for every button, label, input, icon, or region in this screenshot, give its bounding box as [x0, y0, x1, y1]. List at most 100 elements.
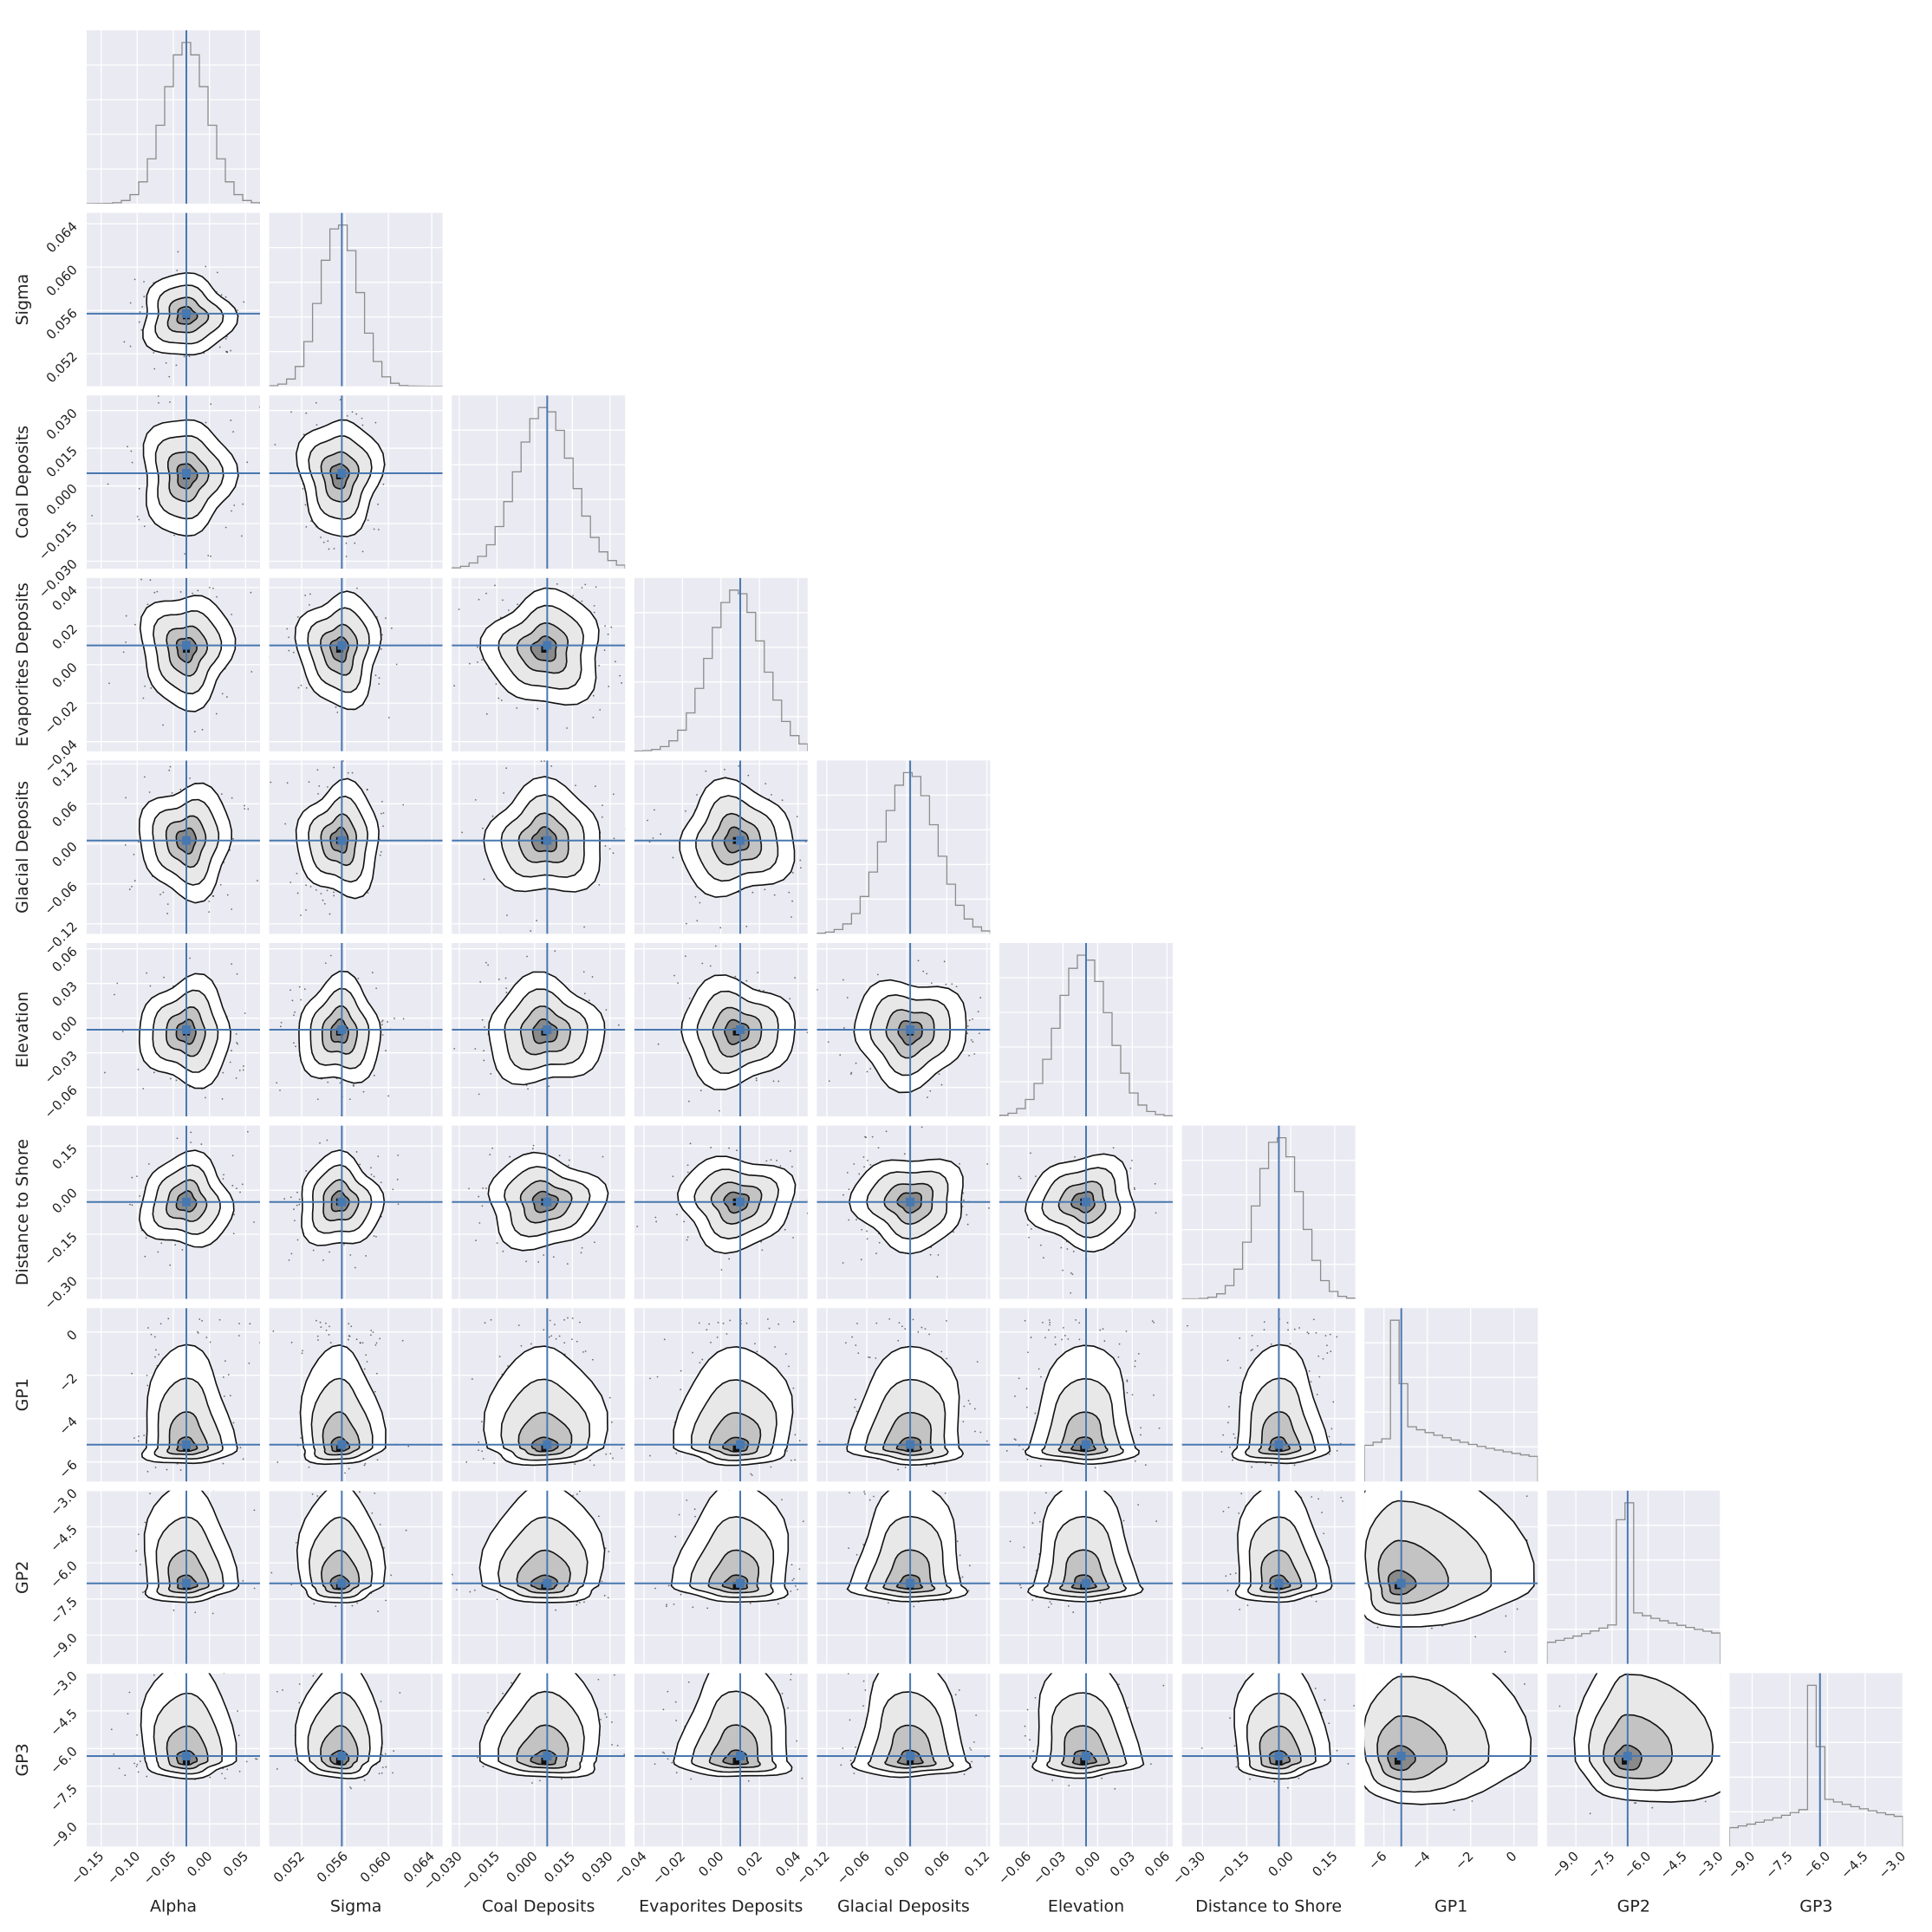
x-tick-label: −6	[1365, 1849, 1389, 1873]
x-axis-label: GP2	[1617, 1896, 1650, 1916]
x-tick-label: −9.0	[1548, 1849, 1581, 1882]
x-tick-labels: −0.15−0.10−0.05 0.00 0.05 0.052 0.056 0.060 0.…	[68, 1849, 1909, 1894]
truth-marker	[337, 836, 347, 845]
truth-marker	[1274, 1440, 1284, 1449]
y-axis-label: Glacial Deposits	[13, 781, 32, 914]
y-axis-label: Distance to Shore	[13, 1139, 32, 1285]
panel-3-0	[87, 577, 260, 751]
truth-marker	[906, 1025, 915, 1034]
x-tick-label: 0.05	[220, 1849, 251, 1880]
density-peak	[732, 1757, 740, 1765]
x-axis-label: Elevation	[1048, 1896, 1124, 1916]
y-tick-label: 0.056	[43, 305, 81, 342]
truth-marker	[182, 641, 191, 650]
panel-7-4	[816, 1308, 991, 1482]
x-tick-label: 0.15	[1309, 1849, 1340, 1880]
panel-6-0	[87, 1125, 260, 1299]
x-tick-label: −6.0	[1800, 1849, 1833, 1882]
histogram-alpha	[87, 42, 260, 204]
panel-5-0	[87, 943, 260, 1116]
y-tick-label: −0.02	[42, 698, 81, 737]
x-tick-label: 0.06	[1142, 1849, 1173, 1880]
panel-7-2	[452, 1308, 626, 1482]
y-tick-label: −4.5	[47, 1706, 80, 1739]
x-tick-label: 0	[1503, 1849, 1519, 1865]
x-tick-label: −0.30	[1169, 1849, 1208, 1888]
y-tick-label: 0	[63, 1327, 80, 1343]
x-tick-label: −3.0	[1876, 1849, 1909, 1882]
truth-marker	[543, 1025, 552, 1034]
x-axis-label: Alpha	[150, 1896, 197, 1916]
panel-9-0	[87, 1673, 260, 1847]
panel-9-3	[634, 1673, 808, 1847]
x-tick-label: 0.030	[579, 1849, 616, 1886]
corner-panels	[87, 30, 1903, 1847]
histogram-evaporites-deposits	[634, 589, 808, 751]
histogram-coal-deposits	[452, 407, 626, 569]
truth-marker	[736, 1578, 745, 1588]
y-tick-labels: 0.0520.0560.0600.064−0.030−0.0150.0000.0…	[36, 218, 81, 1852]
x-axis-label: Glacial Deposits	[837, 1896, 970, 1916]
x-tick-label: −4.5	[1838, 1849, 1870, 1882]
x-tick-label: −0.015	[458, 1849, 503, 1894]
truth-marker	[337, 1440, 347, 1449]
truth-marker	[906, 1440, 915, 1449]
y-tick-label: −3.0	[47, 1486, 80, 1519]
panel-3-1	[269, 577, 443, 751]
truth-marker	[543, 1752, 552, 1761]
truth-marker	[337, 469, 347, 478]
truth-marker	[337, 1578, 347, 1588]
x-axis-label: Distance to Shore	[1195, 1896, 1342, 1916]
histogram-gp3	[1729, 1684, 1903, 1847]
y-axis-label: GP3	[13, 1743, 32, 1776]
y-tick-label: 0.02	[49, 621, 80, 652]
y-axis-label: Coal Deposits	[13, 426, 32, 538]
y-tick-label: 0.060	[43, 262, 81, 299]
y-tick-label: −4	[55, 1414, 80, 1438]
panel-6-4	[816, 1125, 991, 1299]
y-tick-label: −7.5	[47, 1594, 80, 1627]
panel-4-1	[269, 760, 443, 934]
x-tick-label: −3.0	[1693, 1849, 1726, 1882]
panel-background	[1364, 1308, 1538, 1482]
y-axis-label: Elevation	[13, 992, 32, 1068]
truth-marker	[1274, 1578, 1284, 1588]
truth-marker	[543, 836, 552, 845]
y-tick-label: −3.0	[47, 1669, 80, 1701]
truth-marker	[337, 1025, 347, 1034]
x-tick-label: −2	[1452, 1849, 1476, 1873]
y-tick-label: −0.30	[42, 1273, 81, 1312]
histogram-gp2	[1546, 1502, 1721, 1664]
x-tick-label: 0.06	[921, 1849, 953, 1880]
truth-marker	[1396, 1752, 1406, 1761]
panel-5-3	[634, 943, 808, 1116]
truth-marker	[736, 836, 745, 845]
x-tick-label: −7.5	[1762, 1849, 1795, 1882]
panel-5-5	[999, 943, 1173, 1116]
panel-5-1	[269, 943, 443, 1116]
x-tick-label: 0.000	[504, 1849, 541, 1886]
y-tick-label: −6.0	[47, 1743, 80, 1776]
truth-marker	[906, 1752, 915, 1761]
panel-7-6	[1181, 1308, 1356, 1482]
x-tick-label: 0.00	[1072, 1849, 1103, 1880]
y-tick-label: −4.5	[47, 1522, 80, 1555]
x-tick-label: 0.015	[541, 1849, 578, 1886]
y-axis-label: GP1	[13, 1378, 32, 1411]
panel-7-7	[1364, 1308, 1538, 1482]
x-tick-label: 0.056	[314, 1849, 351, 1886]
panel-7-3	[634, 1308, 808, 1482]
panel-9-6	[1181, 1673, 1356, 1847]
panel-8-0	[87, 1490, 260, 1664]
x-tick-label: −6.0	[1621, 1849, 1654, 1882]
truth-marker	[543, 1578, 552, 1588]
density-peak	[1622, 1757, 1630, 1765]
panel-2-1	[269, 395, 443, 569]
truth-marker	[1396, 1578, 1406, 1588]
panel-5-2	[452, 943, 626, 1116]
x-tick-label: −0.15	[1213, 1849, 1252, 1888]
density-peak	[541, 1757, 549, 1765]
y-axis-label: Sigma	[13, 274, 32, 326]
panel-8-1	[269, 1490, 443, 1664]
